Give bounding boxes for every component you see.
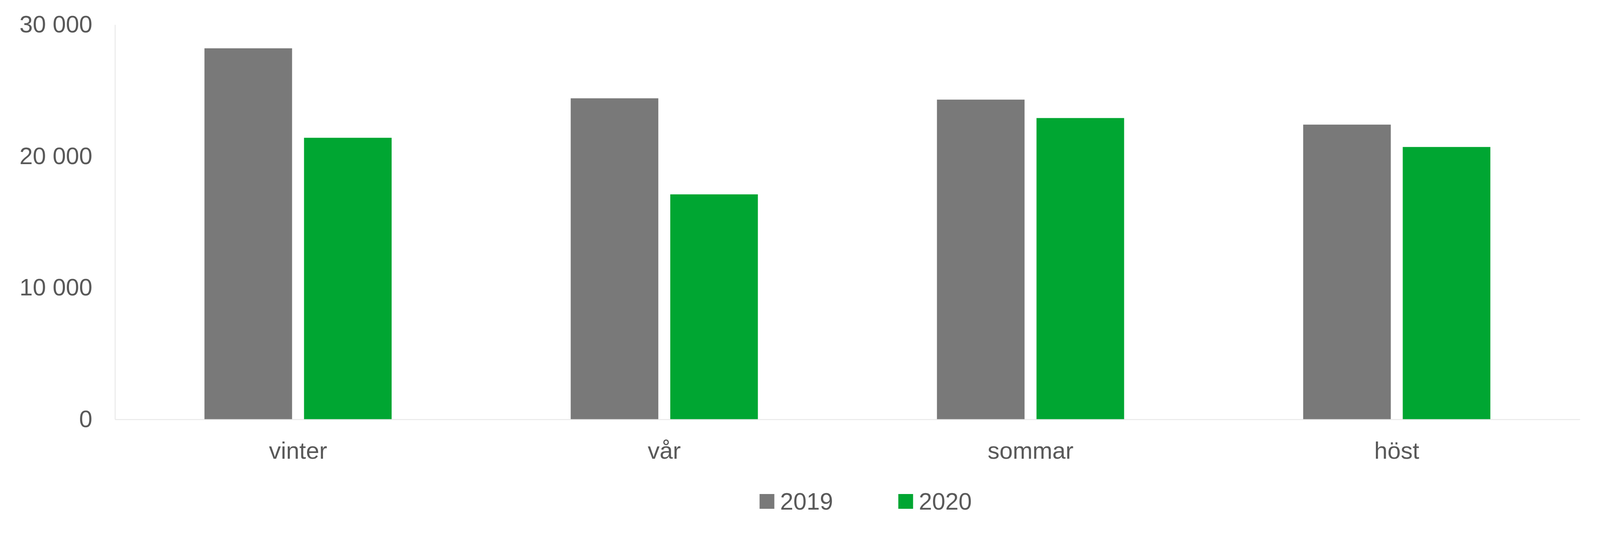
x-tick-label: sommar — [987, 437, 1074, 464]
x-tick-label: vår — [647, 437, 681, 464]
y-tick-label: 20 000 — [19, 142, 93, 170]
y-tick: 0 — [79, 405, 115, 433]
x-tick: vinter — [268, 419, 328, 464]
x-tick: höst — [1374, 419, 1420, 464]
y-tick: 30 000 — [19, 10, 115, 38]
bar — [670, 194, 758, 420]
y-tick-label: 10 000 — [19, 273, 93, 301]
legend: 2019 2020 — [759, 488, 972, 515]
bar — [1036, 118, 1124, 420]
legend-label: 2019 — [780, 488, 834, 515]
legend-item: 2019 — [759, 488, 834, 515]
bar — [570, 98, 658, 420]
x-tick-label: vinter — [268, 437, 328, 464]
y-tick-label: 30 000 — [19, 10, 93, 38]
y-tick: 20 000 — [19, 142, 115, 170]
bar — [204, 48, 292, 420]
y-axis: 0 10 000 20 000 30 000 — [19, 10, 116, 433]
legend-item: 2020 — [898, 488, 972, 515]
bar — [1303, 124, 1391, 420]
legend-swatch — [759, 494, 775, 509]
bar — [1402, 146, 1490, 420]
y-tick-label: 0 — [79, 405, 93, 433]
bar — [304, 137, 392, 420]
bars — [204, 48, 1491, 420]
x-tick: vår — [647, 419, 681, 464]
x-axis-line — [115, 419, 1581, 421]
y-tick: 10 000 — [19, 273, 115, 301]
legend-swatch — [898, 494, 914, 509]
chart: 0 10 000 20 000 30 000 vinter vår sommar höst 20… — [0, 0, 1600, 533]
plot-area: 0 10 000 20 000 30 000 vinter vår sommar höst 20… — [19, 10, 1581, 515]
legend-label: 2020 — [919, 488, 972, 515]
bar-series — [204, 48, 1391, 420]
y-axis-line — [114, 25, 116, 420]
x-tick-label: höst — [1374, 437, 1420, 464]
bar — [937, 99, 1025, 420]
x-axis: vinter vår sommar höst — [115, 419, 1581, 464]
x-tick: sommar — [987, 419, 1074, 464]
bar-series — [304, 118, 1491, 420]
